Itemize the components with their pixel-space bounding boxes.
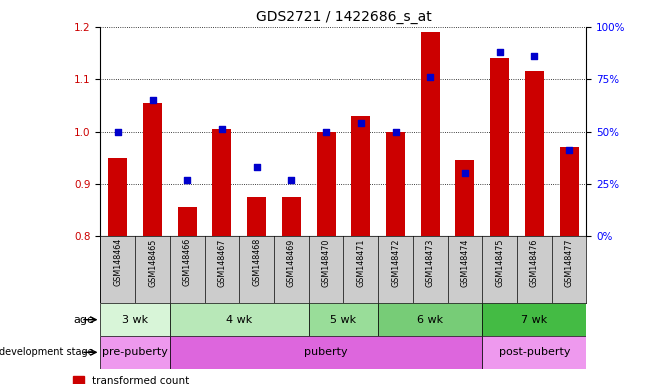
Bar [100,303,170,336]
Text: GSM148464: GSM148464 [113,238,122,286]
Text: puberty: puberty [305,347,348,358]
Bar [170,303,308,336]
Bar [386,132,405,236]
Text: GSM148471: GSM148471 [356,238,365,286]
Point [182,177,192,183]
Text: GSM148477: GSM148477 [564,238,573,287]
Text: 6 wk: 6 wk [417,314,443,325]
Bar [482,303,586,336]
Title: GDS2721 / 1422686_s_at: GDS2721 / 1422686_s_at [255,10,432,25]
Text: GSM148474: GSM148474 [461,238,469,286]
Text: 4 wk: 4 wk [226,314,253,325]
Text: GSM148472: GSM148472 [391,238,400,287]
Text: GSM148468: GSM148468 [252,238,261,286]
Point [390,129,400,135]
Bar [108,158,128,236]
Point [460,170,470,177]
Bar [308,303,378,336]
Text: 3 wk: 3 wk [122,314,148,325]
Point [286,177,297,183]
Text: 5 wk: 5 wk [330,314,356,325]
Text: GSM148475: GSM148475 [495,238,504,287]
Legend: transformed count, percentile rank within the sample: transformed count, percentile rank withi… [73,376,268,384]
Text: GSM148467: GSM148467 [218,238,226,286]
Point [321,129,331,135]
Bar [482,336,586,369]
Text: GSM148469: GSM148469 [287,238,296,286]
Bar [351,116,371,236]
Point [251,164,262,170]
Point [216,126,227,132]
Bar [282,197,301,236]
Text: GSM148470: GSM148470 [321,238,330,286]
Text: GSM148465: GSM148465 [148,238,157,286]
Bar [143,103,162,236]
Bar [247,197,266,236]
Point [564,147,574,154]
Bar [178,207,197,236]
Bar [490,58,509,236]
Point [147,97,157,103]
Text: GSM148473: GSM148473 [426,238,435,286]
Point [356,120,366,126]
Text: development stage: development stage [0,347,94,358]
Bar [316,132,336,236]
Point [425,74,435,80]
Bar [170,336,482,369]
Point [529,53,540,59]
Point [494,49,505,55]
Text: GSM148466: GSM148466 [183,238,192,286]
Point [113,129,123,135]
Text: post-puberty: post-puberty [498,347,570,358]
Text: age: age [73,314,94,325]
Bar [421,32,440,236]
Bar [213,129,231,236]
Bar [378,303,482,336]
Bar [525,71,544,236]
Bar [100,336,170,369]
Bar [456,160,474,236]
Bar [559,147,579,236]
Text: GSM148476: GSM148476 [530,238,539,286]
Text: pre-puberty: pre-puberty [102,347,168,358]
Text: 7 wk: 7 wk [521,314,548,325]
